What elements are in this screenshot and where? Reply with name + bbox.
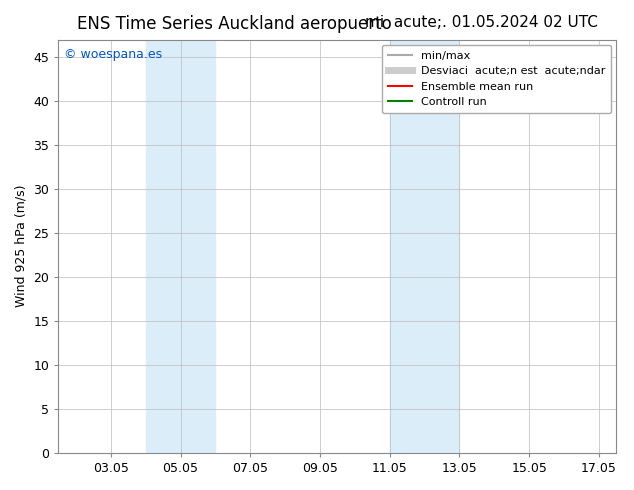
Bar — [146, 40, 216, 453]
Legend: min/max, Desviaci  acute;n est  acute;ndar, Ensemble mean run, Controll run: min/max, Desviaci acute;n est acute;ndar… — [382, 45, 611, 113]
Text: ENS Time Series Auckland aeropuerto: ENS Time Series Auckland aeropuerto — [77, 15, 392, 33]
Text: © woespana.es: © woespana.es — [64, 48, 162, 61]
Text: mi  acute;. 01.05.2024 02 UTC: mi acute;. 01.05.2024 02 UTC — [365, 15, 598, 30]
Y-axis label: Wind 925 hPa (m/s): Wind 925 hPa (m/s) — [15, 185, 28, 308]
Bar — [390, 40, 460, 453]
